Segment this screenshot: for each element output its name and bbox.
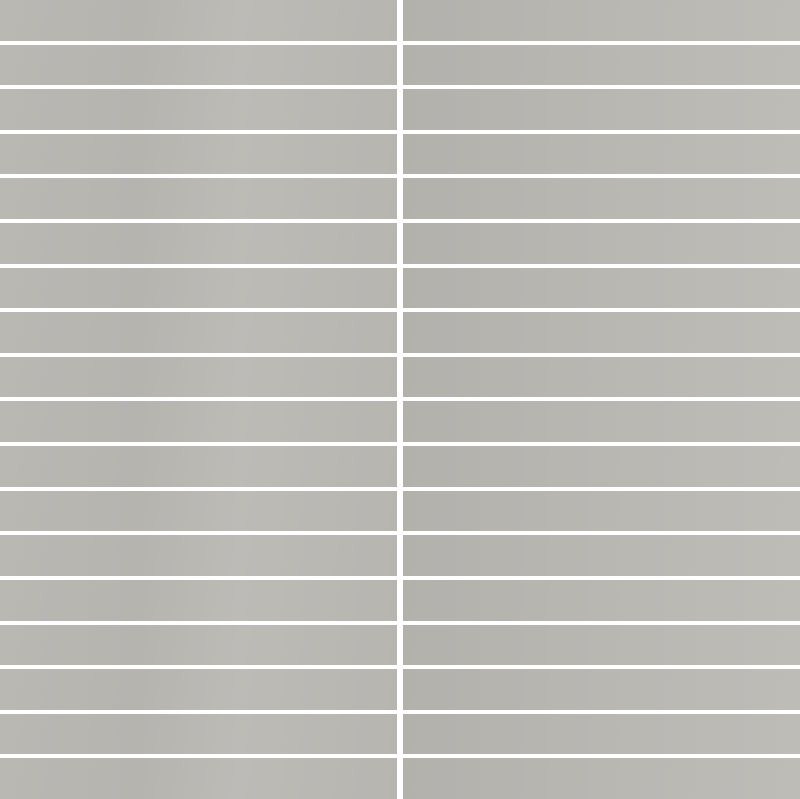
tile xyxy=(0,0,397,41)
tile xyxy=(0,490,397,532)
tile xyxy=(0,401,397,443)
tile xyxy=(403,89,800,130)
tile xyxy=(0,535,397,576)
tile xyxy=(0,267,397,309)
tile xyxy=(403,624,800,666)
tile xyxy=(0,178,397,220)
tile xyxy=(403,356,800,398)
tile xyxy=(0,669,397,710)
tile xyxy=(0,446,397,487)
tile xyxy=(0,223,397,264)
tile xyxy=(0,356,397,398)
tile xyxy=(403,579,800,621)
tile xyxy=(403,669,800,710)
tile xyxy=(403,267,800,309)
tile xyxy=(403,223,800,264)
tile xyxy=(403,758,800,799)
tile xyxy=(0,89,397,130)
tile xyxy=(0,312,397,353)
tile xyxy=(403,490,800,532)
tile xyxy=(403,535,800,576)
tile xyxy=(403,0,800,41)
tile xyxy=(0,624,397,666)
tile xyxy=(403,446,800,487)
tile xyxy=(0,713,397,755)
tile xyxy=(403,133,800,175)
tile xyxy=(403,401,800,443)
tile xyxy=(0,758,397,799)
tile xyxy=(403,44,800,86)
tile xyxy=(403,312,800,353)
tile xyxy=(0,579,397,621)
tile xyxy=(0,44,397,86)
tile xyxy=(403,713,800,755)
tile xyxy=(0,133,397,175)
tile xyxy=(403,178,800,220)
